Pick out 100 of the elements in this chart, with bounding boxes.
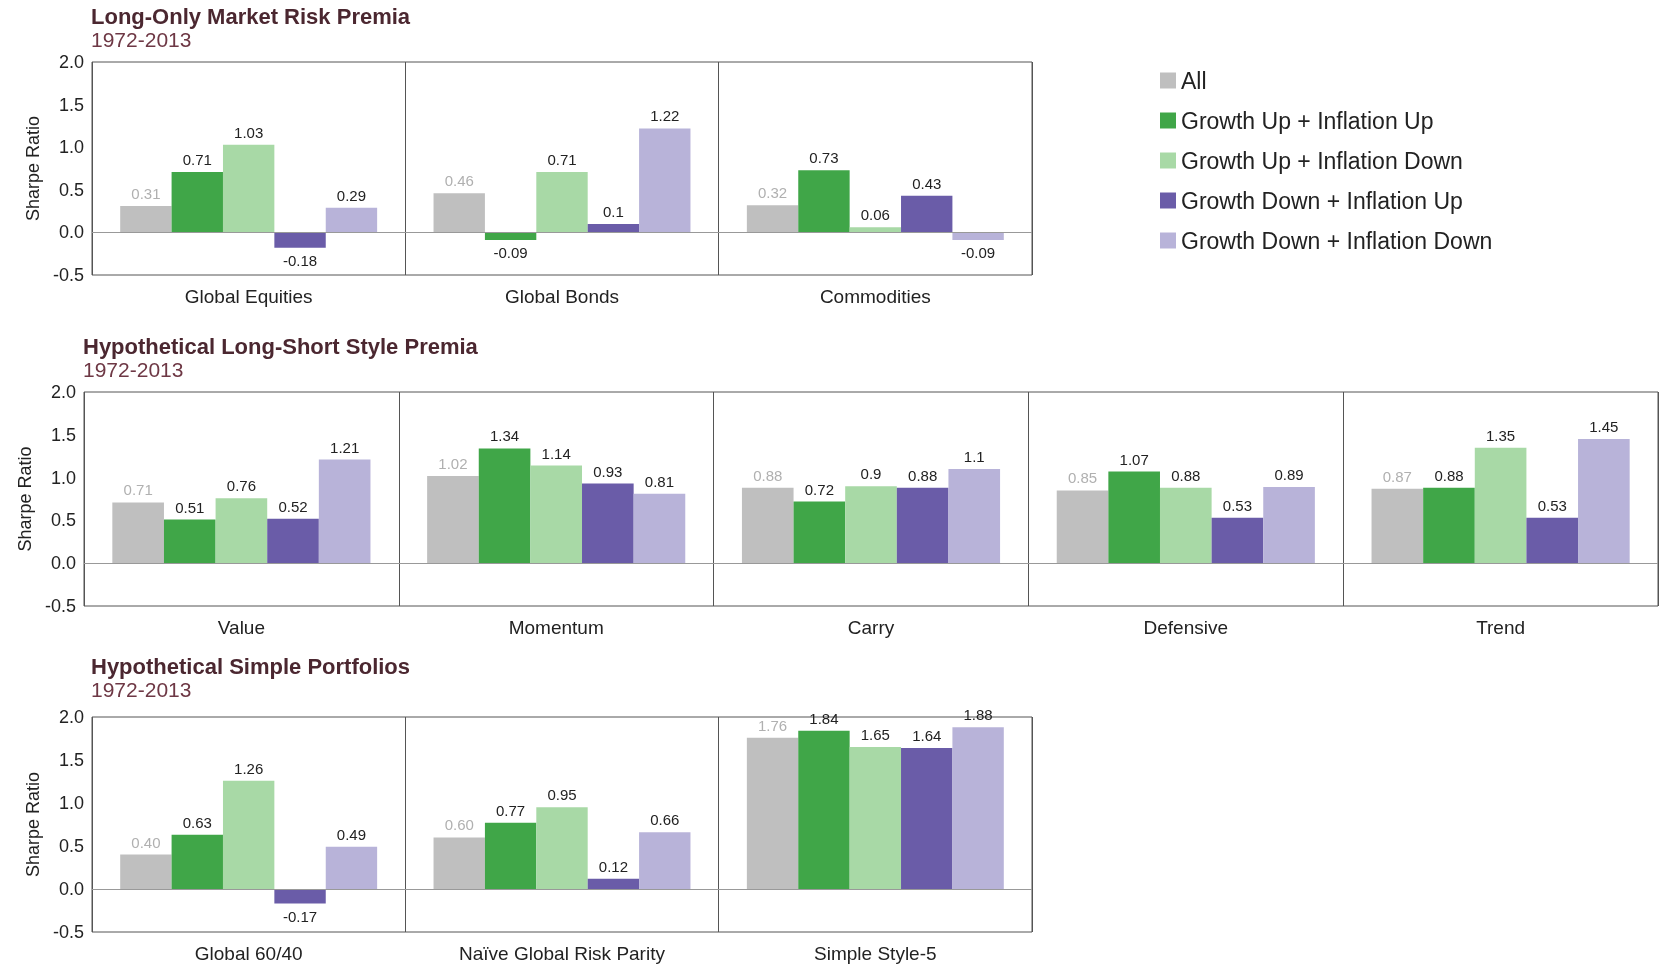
y-tick-label: 0.5: [58, 836, 84, 856]
data-label: 1.14: [541, 444, 571, 462]
y-tick-label: -0.5: [52, 922, 84, 942]
bar: [1108, 471, 1160, 564]
bar: [849, 227, 902, 233]
data-label: 1.26: [234, 759, 264, 777]
data-label: 0.88: [753, 466, 783, 484]
y-tick-label: 0.0: [50, 553, 76, 574]
y-tick-label: 1.5: [58, 94, 84, 115]
bar: [325, 846, 378, 889]
bar: [1371, 488, 1424, 564]
x-tick-label: Trend: [1476, 617, 1526, 638]
bar: [222, 780, 275, 889]
data-label: 0.81: [644, 472, 675, 490]
data-label: 0.63: [182, 813, 212, 831]
data-label: 0.12: [598, 857, 628, 875]
data-label: 0.77: [496, 801, 526, 819]
bar: [633, 493, 686, 564]
bar: [325, 207, 378, 233]
bar: [746, 205, 799, 233]
bar: [746, 737, 799, 889]
y-tick-label: 1.5: [50, 424, 76, 445]
bar: [639, 832, 691, 889]
data-label: 0.88: [1434, 466, 1464, 484]
data-label: 1.76: [757, 716, 788, 734]
data-label: 1.1: [963, 448, 985, 466]
bar: [171, 834, 223, 889]
y-tick-label: 1.0: [50, 467, 76, 488]
data-label: -0.17: [282, 907, 318, 925]
bar: [274, 232, 326, 248]
data-label: 0.06: [860, 206, 890, 224]
bar: [433, 193, 485, 233]
data-label: 0.88: [908, 466, 938, 484]
data-label: 1.02: [438, 454, 468, 472]
data-label: 0.43: [912, 174, 942, 192]
bar: [1263, 487, 1315, 564]
y-tick-label: 1.0: [58, 137, 84, 158]
data-label: 1.35: [1486, 426, 1516, 444]
bar: [112, 502, 164, 564]
bar: [896, 487, 949, 564]
data-label: 1.45: [1589, 418, 1619, 436]
bar: [948, 469, 1001, 564]
x-tick-label: Value: [217, 617, 265, 638]
data-label: 0.85: [1067, 469, 1098, 487]
bar: [952, 727, 1004, 889]
data-label: 0.32: [757, 184, 788, 202]
bar: [798, 170, 850, 233]
chart-subtitle: 1972-2013: [83, 358, 184, 381]
data-label: 0.46: [444, 172, 474, 190]
bar: [639, 128, 691, 233]
bar: [530, 465, 583, 564]
data-label: 0.53: [1537, 496, 1567, 514]
chart-title: Hypothetical Long-Short Style Premia: [83, 333, 479, 359]
x-tick-label: Carry: [847, 617, 895, 638]
data-label: -0.09: [961, 244, 996, 262]
bar: [171, 171, 223, 233]
y-tick-label: 1.5: [58, 750, 84, 770]
bar: [274, 889, 326, 904]
bar: [741, 487, 794, 564]
data-label: -0.09: [493, 244, 528, 262]
data-label: 0.71: [123, 481, 153, 499]
data-label: 1.03: [234, 123, 264, 141]
x-tick-label: Naïve Global Risk Parity: [459, 943, 666, 964]
data-label: 1.84: [809, 709, 839, 727]
chart-subtitle: 1972-2013: [91, 678, 192, 701]
bar: [120, 854, 172, 889]
data-label: 1.65: [860, 726, 890, 744]
bar: [1474, 447, 1527, 564]
data-label: 0.72: [804, 480, 834, 498]
data-label: 0.1: [602, 202, 624, 220]
data-label: 0.51: [175, 498, 205, 516]
data-label: 0.31: [131, 184, 161, 202]
bar: [952, 232, 1004, 241]
bar: [582, 483, 634, 564]
bar: [163, 519, 216, 564]
x-tick-label: Global Bonds: [504, 286, 620, 307]
data-label: 0.40: [131, 833, 161, 851]
data-label: 1.21: [330, 438, 360, 456]
bar: [901, 747, 953, 889]
legend-label: Growth Down + Inflation Down: [1181, 227, 1493, 254]
data-label: 0.89: [1274, 466, 1304, 484]
bar: [478, 448, 531, 564]
bar: [798, 730, 850, 889]
legend-label: Growth Down + Inflation Up: [1181, 187, 1463, 214]
x-tick-label: Commodities: [819, 286, 931, 307]
bar: [845, 486, 897, 564]
bar: [587, 223, 640, 233]
y-tick-label: 2.0: [50, 382, 76, 402]
data-label: 0.87: [1382, 467, 1412, 485]
y-tick-label: -0.5: [52, 265, 84, 285]
chart-subtitle: 1972-2013: [91, 28, 192, 51]
y-tick-label: 0.5: [50, 510, 76, 531]
bar: [318, 459, 371, 564]
bar: [1578, 439, 1630, 564]
data-label: 0.73: [809, 149, 839, 167]
bar: [849, 747, 902, 889]
bar: [267, 518, 319, 564]
data-label: 0.95: [547, 786, 577, 804]
bar: [484, 232, 537, 241]
y-tick-label: 1.0: [58, 793, 84, 813]
